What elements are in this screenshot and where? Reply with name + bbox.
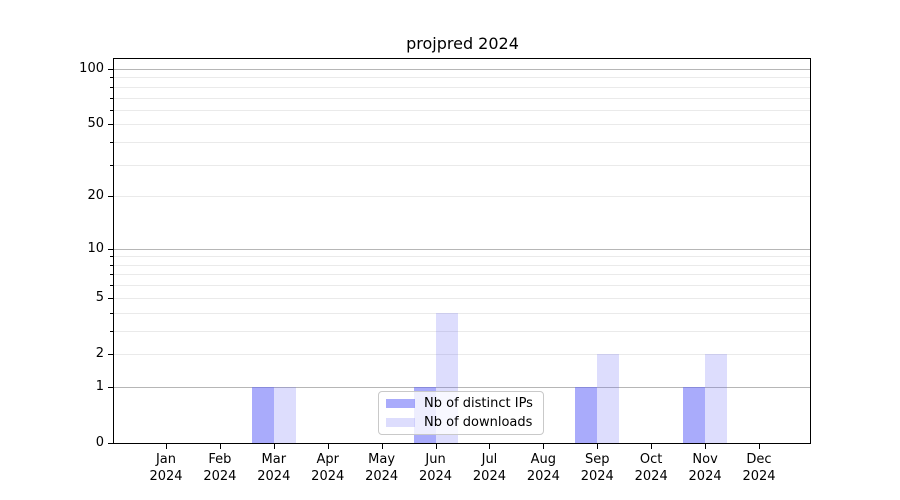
- x-tick: [543, 444, 545, 449]
- bar-distinct-ips: [251, 386, 274, 443]
- bar-downloads: [705, 353, 728, 443]
- x-tick: [489, 444, 491, 449]
- x-tick: [327, 444, 329, 449]
- y-tick-label: 50: [87, 116, 104, 132]
- x-tick-label: Jan 2024: [149, 452, 183, 484]
- legend-swatch-distinct-ips: [386, 399, 415, 408]
- x-tick-label: Apr 2024: [311, 452, 345, 484]
- major-gridline: [114, 69, 810, 70]
- minor-gridline: [114, 353, 810, 355]
- x-tick: [597, 444, 599, 449]
- x-tick: [166, 444, 167, 449]
- minor-gridline: [114, 256, 810, 258]
- legend-swatch-downloads: [386, 418, 415, 427]
- minor-gridline: [114, 264, 810, 266]
- minor-gridline: [114, 274, 810, 276]
- chart-title: projpred 2024: [406, 34, 519, 53]
- legend-label-downloads: Nb of downloads: [424, 415, 533, 430]
- x-tick: [705, 444, 707, 449]
- y-minor-tick: [110, 164, 113, 166]
- y-minor-tick: [110, 312, 113, 314]
- x-tick: [381, 444, 383, 449]
- x-tick-label: Sep 2024: [580, 452, 614, 484]
- y-minor-tick: [110, 86, 113, 88]
- x-tick-label: May 2024: [365, 452, 399, 484]
- plot-area: [113, 58, 811, 444]
- x-tick-label: Dec 2024: [742, 452, 776, 484]
- x-tick-label: Aug 2024: [526, 452, 560, 484]
- y-minor-tick: [110, 77, 113, 79]
- bar-downloads: [597, 353, 620, 443]
- y-minor-tick: [110, 285, 113, 287]
- minor-gridline: [114, 142, 810, 144]
- y-minor-tick: [110, 264, 113, 266]
- y-tick: [108, 443, 113, 444]
- y-tick: [108, 124, 113, 126]
- y-minor-tick: [110, 256, 113, 258]
- y-tick: [108, 297, 113, 299]
- x-tick-label: Jul 2024: [472, 452, 506, 484]
- x-tick-label: Jun 2024: [418, 452, 453, 484]
- minor-gridline: [114, 109, 810, 111]
- x-tick-label: Nov 2024: [688, 452, 722, 484]
- y-tick-label: 10: [87, 240, 104, 256]
- bar-downloads: [273, 386, 296, 443]
- minor-gridline: [114, 124, 810, 126]
- y-minor-tick: [110, 97, 113, 99]
- y-tick: [108, 196, 113, 198]
- y-minor-tick: [110, 330, 113, 332]
- major-gridline: [114, 386, 810, 388]
- y-tick-label: 5: [95, 289, 104, 305]
- major-gridline: [114, 248, 810, 250]
- minor-gridline: [114, 297, 810, 299]
- y-tick-label: 2: [95, 345, 104, 361]
- minor-gridline: [114, 86, 810, 88]
- y-tick: [108, 248, 113, 250]
- legend-label-distinct-ips: Nb of distinct IPs: [424, 396, 533, 411]
- y-minor-tick: [110, 142, 113, 144]
- y-tick: [108, 69, 113, 70]
- legend-item-downloads: Nb of downloads: [386, 415, 536, 430]
- y-tick-label: 100: [79, 61, 104, 76]
- x-tick-label: Mar 2024: [257, 452, 291, 484]
- minor-gridline: [114, 330, 810, 332]
- bar-distinct-ips: [575, 386, 598, 443]
- minor-gridline: [114, 196, 810, 198]
- x-tick-label: Feb 2024: [203, 452, 237, 484]
- y-tick: [108, 386, 113, 388]
- minor-gridline: [114, 312, 810, 314]
- y-minor-tick: [110, 274, 113, 276]
- x-tick: [273, 444, 275, 449]
- y-tick: [108, 353, 113, 355]
- legend-item-distinct-ips: Nb of distinct IPs: [386, 396, 536, 411]
- legend: Nb of distinct IPs Nb of downloads: [378, 391, 544, 435]
- bar-distinct-ips: [683, 386, 706, 443]
- y-tick-label: 0: [95, 435, 104, 450]
- x-tick: [758, 444, 760, 449]
- y-tick-label: 20: [87, 188, 104, 204]
- minor-gridline: [114, 97, 810, 99]
- x-tick: [651, 444, 653, 449]
- y-tick-label: 1: [95, 378, 104, 394]
- minor-gridline: [114, 77, 810, 79]
- x-tick: [435, 444, 437, 449]
- x-tick: [219, 444, 221, 449]
- minor-gridline: [114, 285, 810, 287]
- x-tick-label: Oct 2024: [634, 452, 668, 484]
- minor-gridline: [114, 164, 810, 166]
- y-minor-tick: [110, 109, 113, 111]
